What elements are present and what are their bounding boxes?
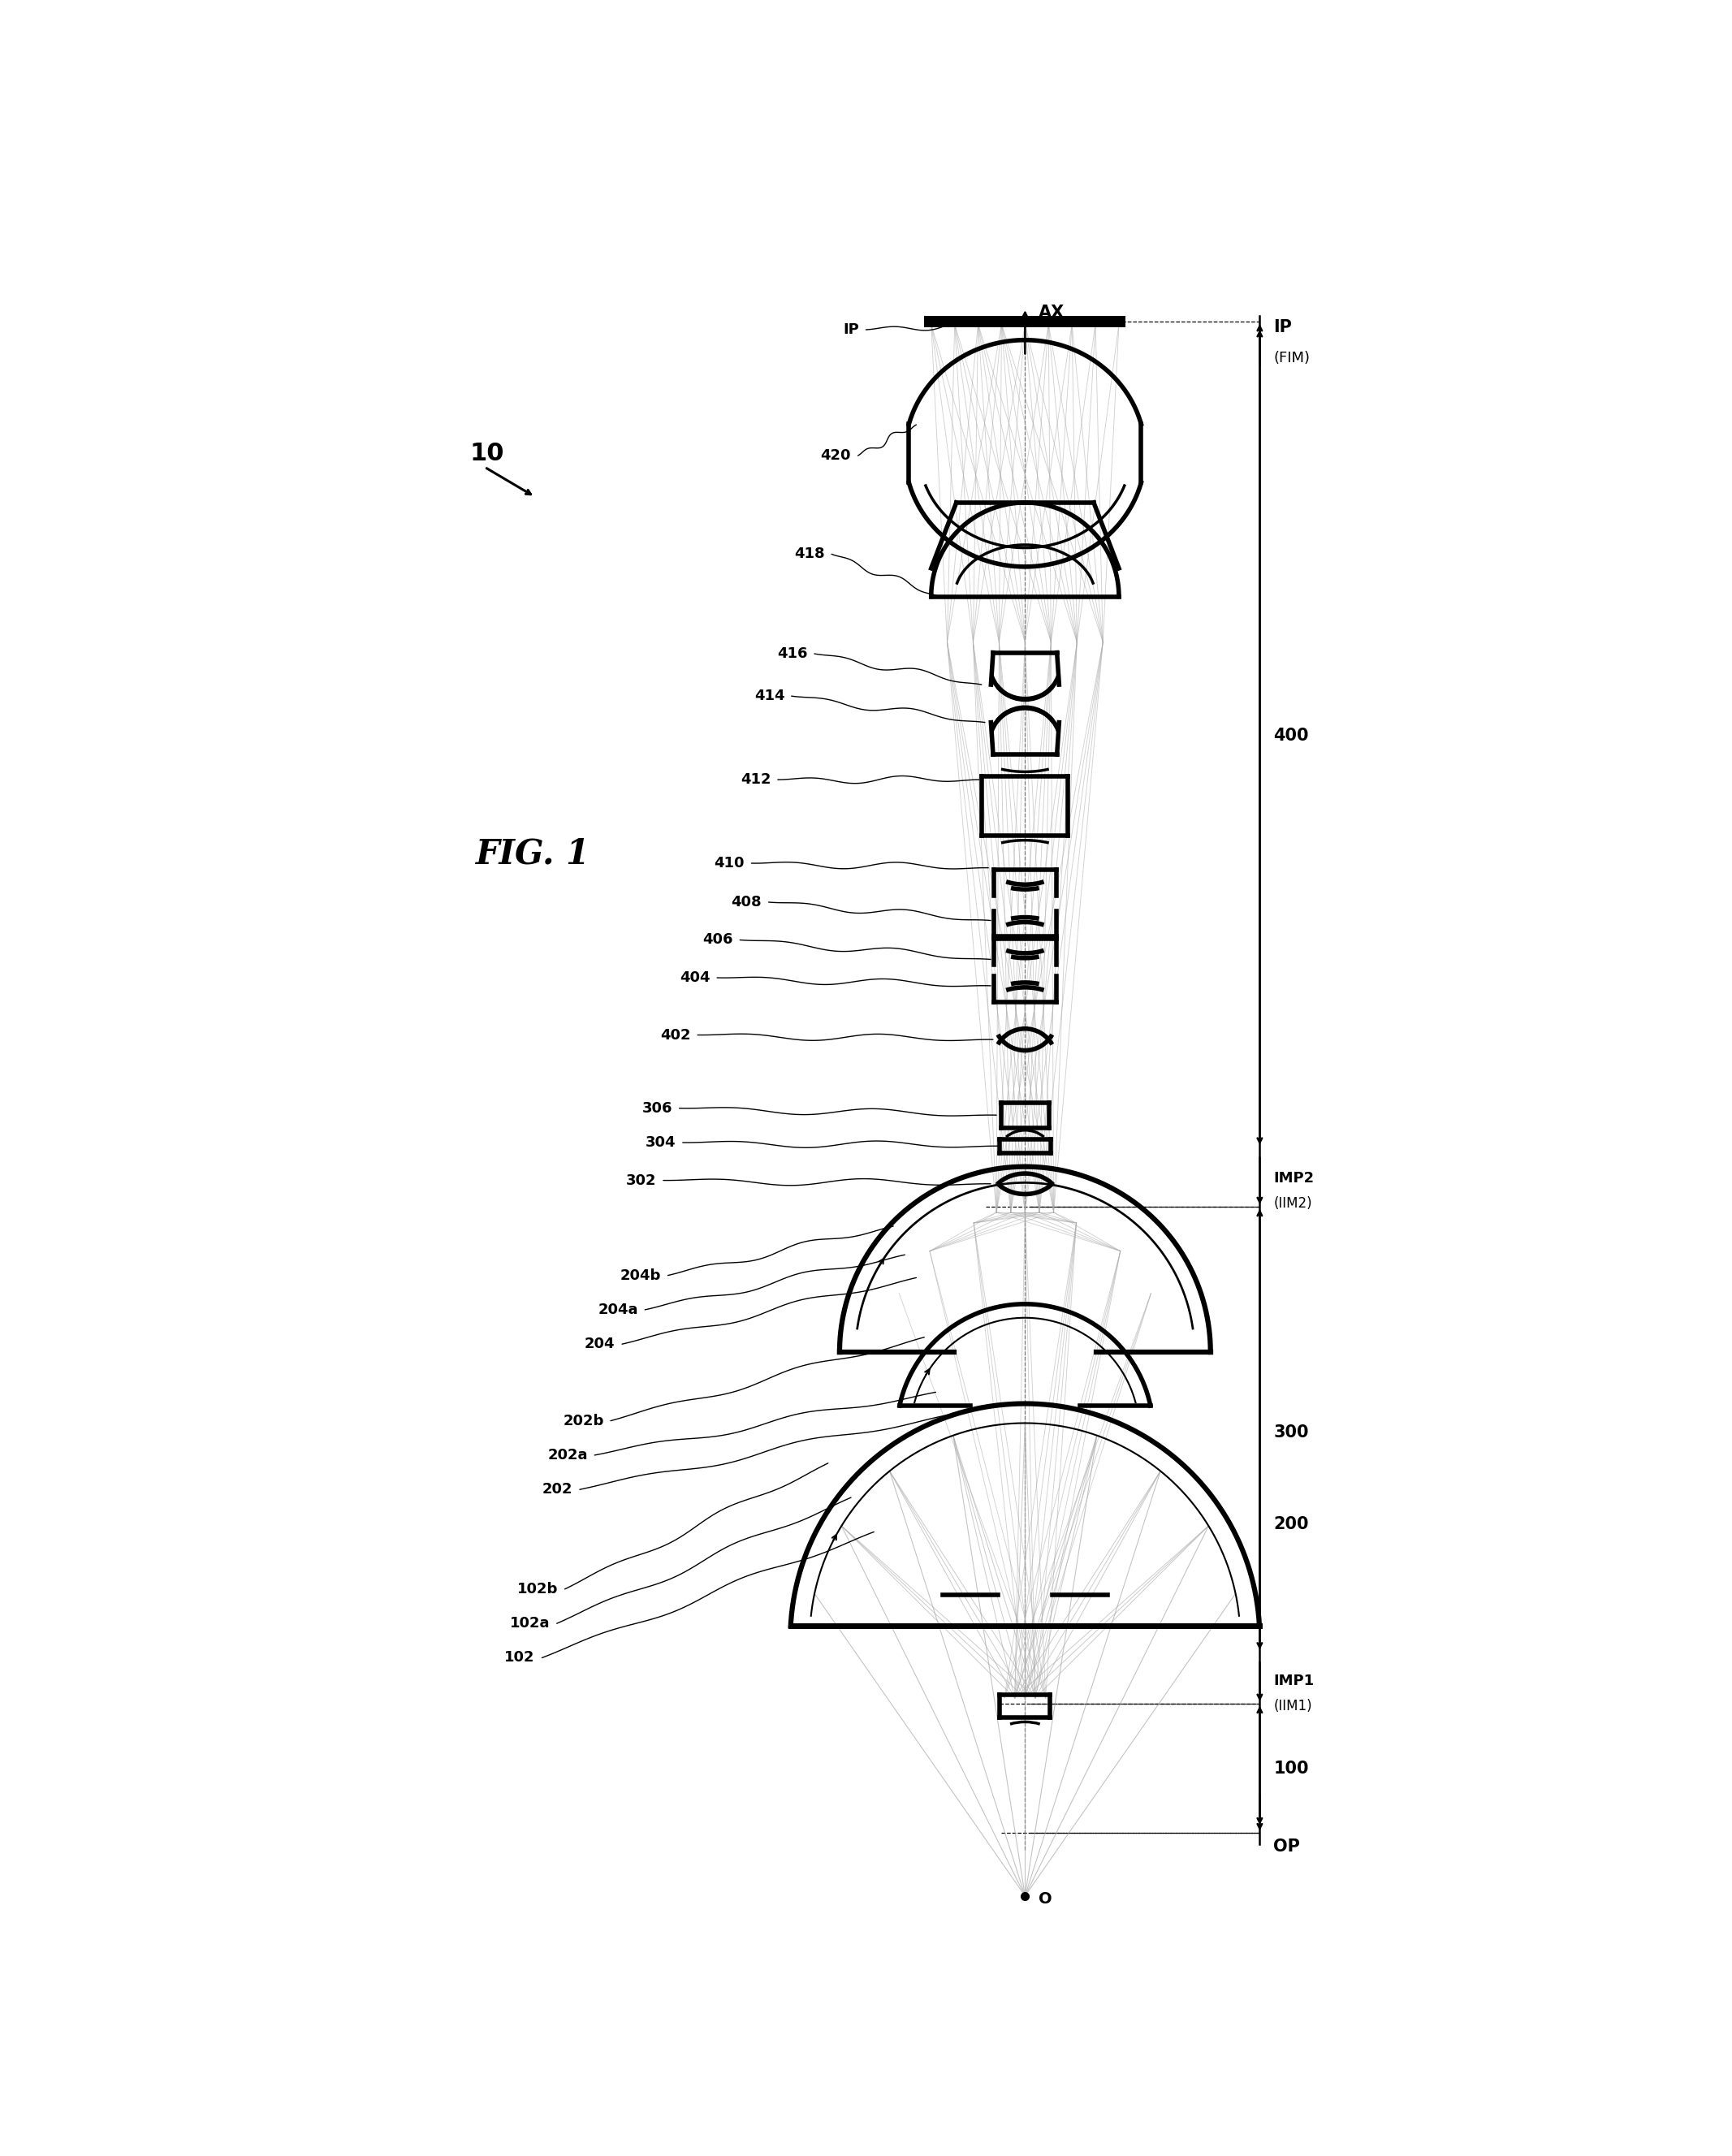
- Text: 306: 306: [643, 1102, 672, 1115]
- Text: 420: 420: [821, 448, 850, 464]
- Text: 202: 202: [542, 1481, 573, 1496]
- Text: 300: 300: [1273, 1425, 1309, 1440]
- Text: 202b: 202b: [563, 1414, 604, 1427]
- Text: IP: IP: [1273, 319, 1292, 336]
- Text: 414: 414: [753, 688, 785, 703]
- Text: 400: 400: [1273, 727, 1309, 744]
- Text: 404: 404: [679, 970, 710, 985]
- Text: IMP2: IMP2: [1273, 1171, 1315, 1186]
- Text: 102a: 102a: [509, 1617, 551, 1630]
- Text: OP: OP: [1273, 1839, 1301, 1854]
- Text: 402: 402: [660, 1028, 691, 1041]
- Text: (FIM): (FIM): [1273, 351, 1309, 367]
- Text: 302: 302: [625, 1173, 656, 1188]
- Text: 412: 412: [740, 772, 771, 787]
- Text: (IIM2): (IIM2): [1273, 1197, 1313, 1210]
- Text: 204: 204: [585, 1337, 615, 1352]
- Text: 418: 418: [795, 548, 824, 561]
- Text: 406: 406: [703, 934, 733, 946]
- Text: 10: 10: [469, 442, 504, 466]
- Text: 204a: 204a: [598, 1302, 637, 1317]
- Text: 416: 416: [778, 647, 807, 662]
- Text: 408: 408: [731, 895, 762, 910]
- Text: IMP1: IMP1: [1273, 1673, 1315, 1688]
- Text: O: O: [1039, 1891, 1053, 1908]
- Text: 102b: 102b: [518, 1583, 558, 1595]
- Text: 100: 100: [1273, 1759, 1309, 1777]
- Text: AX: AX: [1039, 304, 1065, 321]
- Text: FIG. 1: FIG. 1: [476, 837, 591, 871]
- Text: 202a: 202a: [547, 1449, 587, 1462]
- Text: 204b: 204b: [620, 1268, 662, 1283]
- Text: 410: 410: [714, 856, 745, 871]
- Text: 304: 304: [646, 1136, 675, 1149]
- Text: 102: 102: [504, 1651, 535, 1664]
- Text: IP: IP: [843, 323, 859, 336]
- Text: (IIM1): (IIM1): [1273, 1699, 1313, 1714]
- Text: 200: 200: [1273, 1516, 1309, 1533]
